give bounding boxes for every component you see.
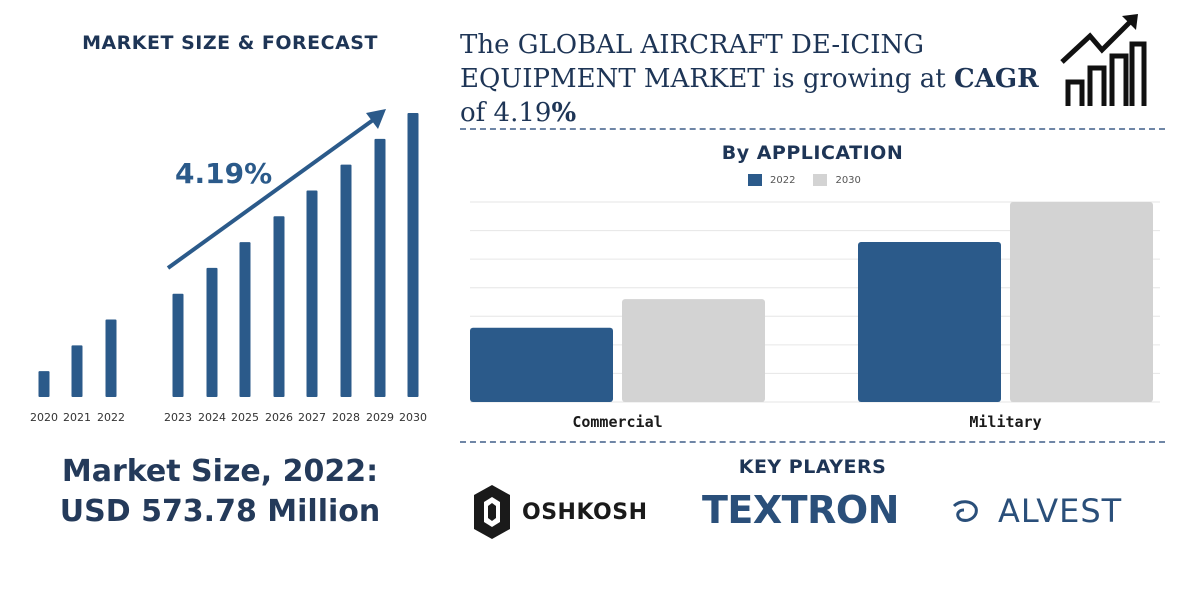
forecast-tick-label: 2024	[198, 411, 226, 424]
forecast-bar	[407, 113, 419, 397]
forecast-tick-label: 2027	[298, 411, 326, 424]
application-category-label: Military	[969, 413, 1041, 431]
legend-swatch-2022	[748, 174, 762, 186]
forecast-bar	[239, 242, 251, 397]
forecast-tick-label: 2028	[332, 411, 360, 424]
alvest-logo: ALVEST	[950, 486, 1122, 536]
forecast-bar	[273, 216, 285, 397]
forecast-tick-label: 2026	[265, 411, 293, 424]
growth-arrow	[166, 113, 382, 270]
legend-label-2022: 2022	[770, 174, 796, 186]
legend-item-2022: 2022	[748, 174, 795, 186]
forecast-tick-label: 2029	[366, 411, 394, 424]
application-bar-2030	[1010, 202, 1153, 402]
growth-chart-icon	[1060, 14, 1147, 106]
application-bar-chart: Commercial Military	[470, 201, 1160, 431]
application-category-label: Commercial	[572, 413, 662, 431]
forecast-tick-label: 2023	[164, 411, 192, 424]
legend-label-2030: 2030	[835, 174, 861, 186]
divider-top	[460, 128, 1165, 130]
oshkosh-logo: OSHKOSH	[472, 482, 647, 542]
alvest-swirl-icon	[952, 500, 978, 522]
forecast-bar	[105, 319, 117, 397]
application-bar-2022	[470, 327, 613, 402]
alvest-name: ALVEST	[998, 492, 1123, 530]
forecast-tick-label: 2020	[30, 411, 58, 424]
application-bar-2022	[858, 242, 1001, 402]
headline-part2: of 4.19	[460, 98, 552, 128]
forecast-tick-label: 2030	[399, 411, 427, 424]
forecast-bar	[172, 293, 184, 397]
market-size-line2: USD 573.78 Million	[59, 494, 381, 529]
application-legend: 2022 2030	[748, 174, 861, 186]
forecast-bar	[206, 267, 218, 397]
market-size-line1: Market Size, 2022:	[61, 454, 379, 489]
oshkosh-shield-icon	[474, 485, 510, 539]
forecast-tick-label: 2025	[231, 411, 259, 424]
forecast-bar	[306, 190, 318, 397]
forecast-bar-chart: 2020 2021 2022 2023 2024 2025 2026 2027 2028 2029…	[30, 109, 427, 424]
forecast-tick-label: 2022	[97, 411, 125, 424]
headline: The GLOBAL AIRCRAFT DE-ICING EQUIPMENT M…	[460, 28, 1060, 130]
oshkosh-name: OSHKOSH	[522, 499, 648, 525]
textron-logo: TEXTRON	[702, 482, 899, 538]
key-players-title: KEY PLAYERS	[738, 456, 887, 478]
forecast-bar	[374, 138, 386, 397]
headline-part1: The GLOBAL AIRCRAFT DE-ICING EQUIPMENT M…	[460, 30, 954, 94]
forecast-tick-label: 2021	[63, 411, 91, 424]
application-bar-2030	[622, 299, 765, 402]
divider-bottom	[460, 441, 1165, 443]
headline-percent: %	[551, 98, 577, 128]
legend-swatch-2030	[813, 174, 828, 186]
growth-arrow-head	[366, 109, 386, 129]
headline-cagr: CAGR	[954, 64, 1039, 94]
forecast-bar	[71, 345, 83, 397]
legend-item-2030: 2030	[813, 174, 861, 186]
cagr-annotation: 4.19%	[175, 157, 272, 190]
forecast-bar	[38, 371, 50, 397]
application-chart-title: By APPLICATION	[721, 142, 904, 164]
forecast-title: MARKET SIZE & FORECAST	[82, 32, 378, 54]
market-size-text: Market Size, 2022: USD 573.78 Million	[20, 452, 420, 532]
forecast-bar	[340, 164, 352, 397]
textron-name: TEXTRON	[702, 488, 899, 532]
